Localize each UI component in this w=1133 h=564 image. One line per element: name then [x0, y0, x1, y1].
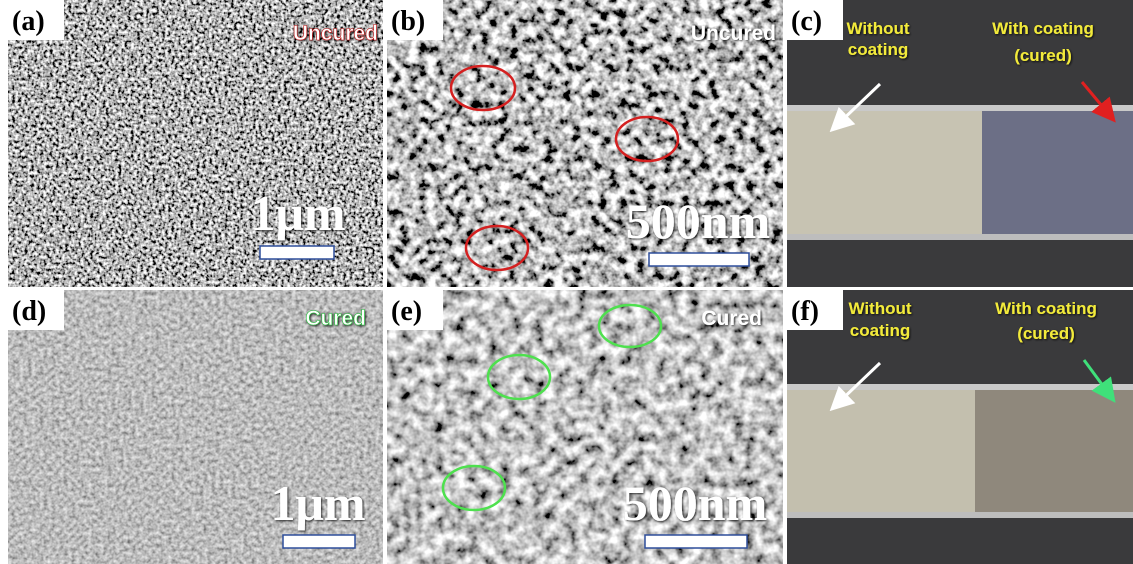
scale-bar: [283, 535, 355, 548]
slide-edge: [787, 512, 1133, 518]
scale-bar-text: 500nm: [626, 193, 770, 249]
uncoated-region: [787, 111, 982, 234]
scale-bar-text: 1μm: [251, 185, 346, 241]
panel-label: (b): [391, 6, 425, 37]
uncoated-region: [787, 390, 975, 512]
slide-edge: [787, 234, 1133, 240]
panel-label: (c): [791, 6, 822, 37]
scale-bar: [260, 246, 334, 259]
annotation: Cured: [701, 307, 762, 330]
coated-region: [975, 390, 1133, 512]
slide-edge: [787, 105, 1133, 111]
caption: coating: [850, 321, 910, 340]
scale-bar: [645, 535, 747, 548]
scale-bar: [649, 253, 749, 266]
scale-bar-text: 1μm: [271, 475, 366, 531]
annotation: Uncured: [293, 22, 378, 45]
slide-edge: [787, 384, 1133, 390]
caption: Without: [846, 19, 909, 38]
coated-region: [982, 111, 1133, 234]
scale-bar-text: 500nm: [623, 475, 767, 531]
annotation: Uncured: [691, 22, 776, 45]
caption: (cured): [1014, 46, 1072, 65]
panel-label: (d): [12, 296, 46, 327]
panel-label: (e): [391, 296, 422, 327]
figure: (a) Uncured 1μm (b) Uncured 500nm (c) Wi…: [0, 0, 1133, 564]
caption: coating: [848, 40, 908, 59]
caption: Without: [848, 299, 911, 318]
panel-label: (f): [791, 296, 819, 327]
panel-label: (a): [12, 6, 45, 37]
annotation: Cured: [305, 307, 366, 330]
caption: With coating: [992, 19, 1094, 38]
caption: With coating: [995, 299, 1097, 318]
caption: (cured): [1017, 324, 1075, 343]
